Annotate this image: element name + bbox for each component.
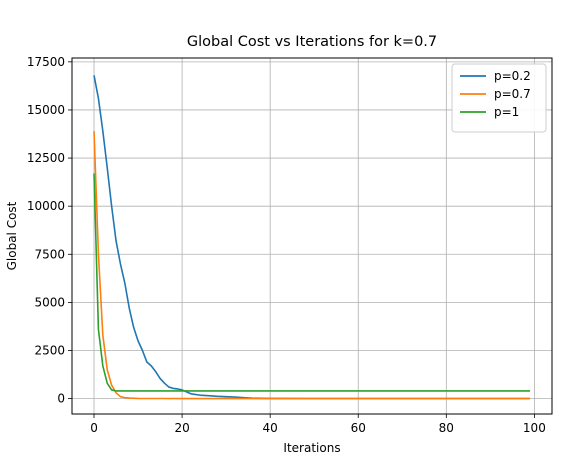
series-line-p=1 <box>93 173 530 392</box>
legend-label: p=1 <box>494 105 519 119</box>
x-axis-title: Iterations <box>283 441 340 455</box>
y-tick-label: 15000 <box>27 103 65 117</box>
legend-label: p=0.7 <box>494 87 531 101</box>
plot-frame <box>71 57 553 415</box>
series-line-p=0.7 <box>93 131 530 400</box>
y-tick-label: 17500 <box>27 55 65 69</box>
legend: p=0.2 p=0.7 p=1 <box>451 63 547 133</box>
x-tick-label: 20 <box>174 421 189 435</box>
y-tick-label: 10000 <box>27 199 65 213</box>
y-tick-label: 7500 <box>34 247 65 261</box>
x-tick-label: 60 <box>351 421 366 435</box>
y-tick-label: 12500 <box>27 151 65 165</box>
x-tick-label: 40 <box>263 421 278 435</box>
x-tick-label: 0 <box>90 421 98 435</box>
series-lines <box>93 75 530 400</box>
y-axis-title: Global Cost <box>5 201 19 270</box>
axis-ticks: 0 20 40 60 80 100 0 2500 5000 7500 10000 12500 15000… <box>27 55 546 435</box>
y-tick-label: 2500 <box>34 343 65 357</box>
x-tick-label: 80 <box>439 421 454 435</box>
legend-box <box>451 63 547 133</box>
y-tick-label: 0 <box>57 392 65 406</box>
legend-label: p=0.2 <box>494 69 531 83</box>
x-tick-label: 100 <box>523 421 546 435</box>
grid-lines <box>72 58 552 414</box>
chart-title: Global Cost vs Iterations for k=0.7 <box>187 34 437 50</box>
y-tick-label: 5000 <box>34 295 65 309</box>
